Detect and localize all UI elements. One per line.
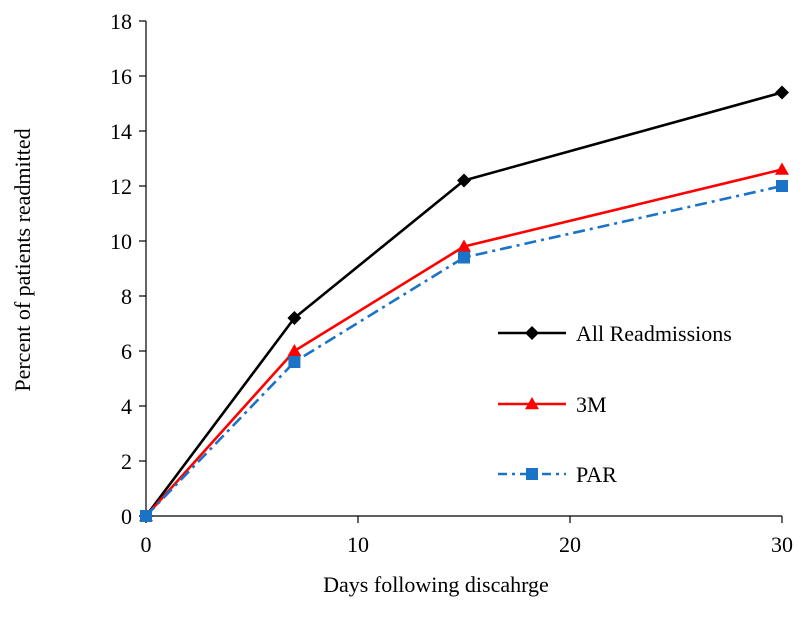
series-line <box>145 168 783 517</box>
y-tick-label: 0 <box>121 504 132 529</box>
series-line <box>144 91 783 517</box>
legend-entry: 3M <box>498 392 607 417</box>
data-point <box>287 311 302 325</box>
legend-marker <box>525 326 539 340</box>
axes: 0 2 4 6 8 10 12 14 16 18 0 10 20 30 <box>110 9 793 557</box>
x-tick-label: 10 <box>347 532 369 557</box>
series-par <box>140 180 788 522</box>
legend-label: PAR <box>576 462 617 487</box>
y-tick-label: 4 <box>121 394 132 419</box>
legend-entry: All Readmissions <box>498 321 732 346</box>
y-tick-label: 6 <box>121 339 132 364</box>
y-tick-label: 10 <box>110 229 132 254</box>
y-tick-label: 18 <box>110 9 132 34</box>
data-point <box>287 344 302 357</box>
legend-marker <box>526 468 538 480</box>
legend-label: All Readmissions <box>576 321 732 346</box>
series-all-readmissions <box>139 85 789 523</box>
x-tick-label: 0 <box>141 532 152 557</box>
x-tick-label: 30 <box>771 532 793 557</box>
data-point <box>457 173 471 188</box>
data-point <box>776 180 788 192</box>
legend: All Readmissions 3M PAR <box>498 321 732 487</box>
series-layer <box>139 85 789 523</box>
data-point <box>457 239 471 252</box>
series-line <box>145 184 783 517</box>
data-point <box>288 356 301 368</box>
y-tick-label: 12 <box>110 174 132 199</box>
x-axis-title: Days following discahrge <box>323 572 549 597</box>
y-tick-label: 2 <box>121 449 132 474</box>
legend-label: 3M <box>576 392 607 417</box>
legend-entry: PAR <box>498 462 617 487</box>
data-point <box>458 251 470 264</box>
data-point <box>775 85 789 100</box>
y-tick-label: 16 <box>110 64 132 89</box>
y-axis-title: Percent of patients readmitted <box>10 128 35 391</box>
legend-marker <box>525 397 539 410</box>
x-tick-label: 20 <box>559 532 581 557</box>
y-tick-label: 14 <box>110 119 132 144</box>
data-point <box>775 162 789 175</box>
data-point <box>140 510 152 522</box>
y-tick-label: 8 <box>121 284 132 309</box>
